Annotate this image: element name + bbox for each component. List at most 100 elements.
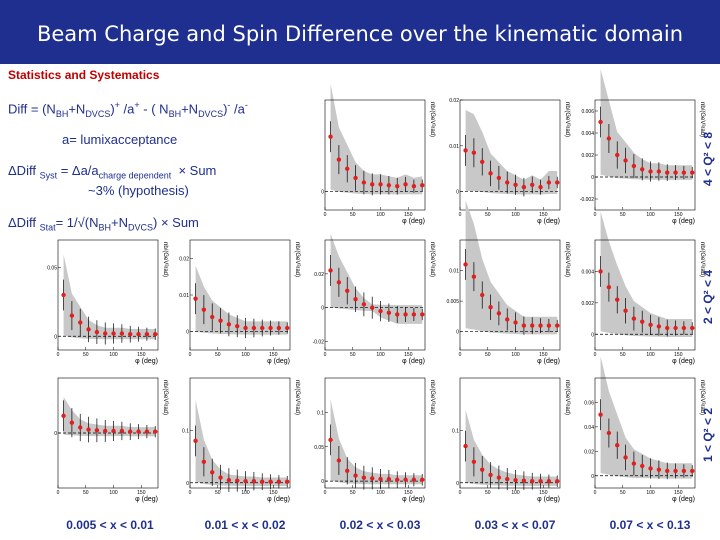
x-tick-label: 150 <box>404 212 413 218</box>
x-tick-label: 50 <box>83 352 89 358</box>
data-point <box>61 292 66 298</box>
y-tick-label: 0 <box>186 481 189 487</box>
x-tick-label: 100 <box>376 212 385 218</box>
data-point <box>521 184 527 190</box>
y-tick-label: 0.1 <box>452 428 459 434</box>
data-point <box>144 429 150 434</box>
x-tick-label: 100 <box>109 352 118 358</box>
data-point <box>615 152 620 158</box>
x-tick-label: 150 <box>137 352 146 358</box>
x-axis-label: φ (deg) <box>537 218 560 225</box>
plot-frame <box>324 99 426 211</box>
data-point <box>598 119 603 125</box>
data-point <box>328 134 333 139</box>
data-point <box>243 325 248 331</box>
plot-frame <box>57 239 159 351</box>
formula-stat: ΔDiff Stat= 1/√(NBH+NDVCS) × Sum <box>8 215 199 233</box>
y-tick-label: 0.005 <box>446 299 459 305</box>
x-tick-label: 0 <box>324 490 327 496</box>
y-axis-label: nb/(GeV²rad) <box>429 380 435 415</box>
data-point <box>193 438 198 444</box>
plot-frame <box>594 239 696 351</box>
data-point <box>370 305 375 310</box>
x-tick-label: 0 <box>57 490 60 496</box>
data-point <box>285 479 290 484</box>
systematic-band <box>195 399 288 486</box>
x-tick-label: 0 <box>189 352 192 358</box>
data-point <box>345 166 350 171</box>
data-point <box>488 171 493 176</box>
x-tick-label: 150 <box>674 490 683 496</box>
systematic-band <box>63 397 156 437</box>
x-tick-label: 150 <box>404 352 413 358</box>
y-tick-label: 0 <box>456 190 459 196</box>
data-point <box>210 314 215 320</box>
x-axis-label: φ (deg) <box>402 496 425 503</box>
x-tick-label: 150 <box>539 352 548 358</box>
column-label-x-bin-4: 0.03 < x < 0.07 <box>474 518 556 532</box>
y-axis-label: nb/(GeV²rad) <box>699 242 705 277</box>
data-point <box>193 296 198 301</box>
data-point <box>94 329 100 335</box>
x-axis-label: φ (deg) <box>267 496 290 503</box>
data-point <box>546 180 552 185</box>
data-point <box>640 319 645 324</box>
data-point <box>395 477 400 482</box>
y-tick-label: 0.006 <box>581 109 594 115</box>
data-point <box>336 280 342 285</box>
x-tick-label: 0 <box>189 490 192 496</box>
data-point <box>119 428 125 434</box>
data-point <box>471 459 477 465</box>
data-point <box>546 323 552 328</box>
data-point <box>361 475 367 480</box>
x-axis-label: φ (deg) <box>672 496 695 503</box>
data-point <box>538 184 543 190</box>
data-point <box>496 311 502 316</box>
data-point <box>631 163 637 169</box>
data-point <box>640 463 645 469</box>
data-point <box>260 325 265 331</box>
x-tick-label: 100 <box>241 490 250 496</box>
data-point <box>471 150 477 155</box>
data-point <box>681 325 687 331</box>
data-point <box>480 159 485 165</box>
data-point <box>69 420 75 425</box>
data-point <box>153 429 158 434</box>
data-point <box>665 325 670 331</box>
data-point <box>285 325 290 331</box>
data-point <box>345 468 350 474</box>
x-tick-label: 50 <box>350 490 356 496</box>
x-axis-label: φ (deg) <box>135 496 158 503</box>
data-point <box>69 313 75 318</box>
data-point <box>370 476 375 481</box>
data-point <box>411 312 417 317</box>
x-axis-label: φ (deg) <box>672 218 695 225</box>
data-point <box>463 262 468 267</box>
data-point <box>648 169 653 174</box>
data-point <box>513 182 518 187</box>
data-point <box>103 428 108 434</box>
data-point <box>615 297 620 302</box>
data-point <box>128 331 133 337</box>
data-point <box>631 316 637 321</box>
data-point <box>86 427 91 432</box>
data-point <box>378 476 383 482</box>
x-tick-label: 50 <box>485 212 491 218</box>
column-label-x-bin-2: 0.01 < x < 0.02 <box>204 518 286 532</box>
data-point <box>153 331 158 337</box>
data-point <box>463 443 468 449</box>
data-point <box>251 325 257 331</box>
data-point <box>546 478 552 484</box>
systematic-band <box>465 110 558 195</box>
x-tick-label: 50 <box>485 490 491 496</box>
x-tick-label: 100 <box>376 490 385 496</box>
formula-a: a= lumixacceptance <box>62 132 178 147</box>
data-point <box>218 318 223 323</box>
data-point <box>598 412 603 417</box>
plot-frame <box>324 377 426 489</box>
data-point <box>623 455 628 460</box>
x-tick-label: 150 <box>269 352 278 358</box>
